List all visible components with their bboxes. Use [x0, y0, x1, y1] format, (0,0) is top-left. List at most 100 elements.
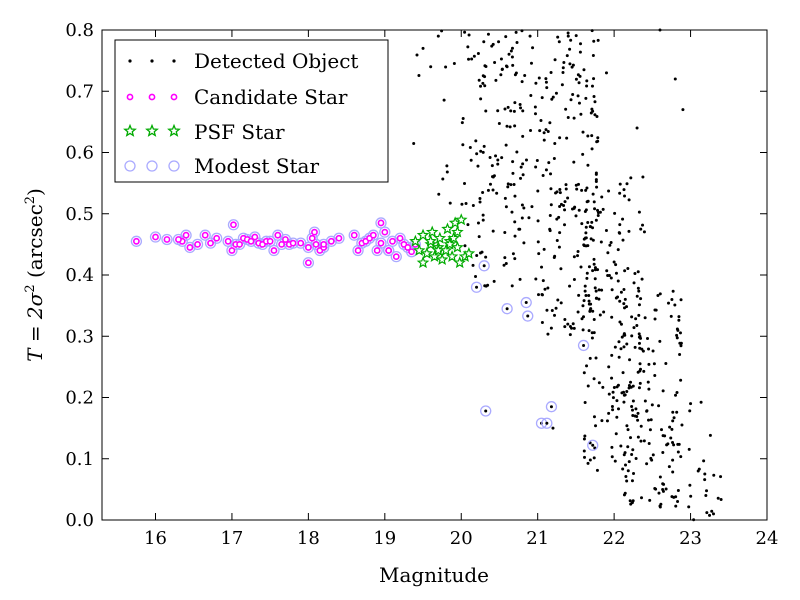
psf-star-point [462, 246, 476, 259]
detected-object-point [477, 78, 481, 82]
detected-object-point [597, 297, 601, 301]
detected-object-point [639, 439, 643, 443]
detected-object-point [638, 346, 642, 350]
x-axis-ticks: 16 17 18 19 20 21 22 23 24 [144, 30, 778, 549]
y-tick-label: 0.2 [65, 388, 94, 409]
detected-object-point [610, 376, 614, 380]
detected-object-point [598, 313, 602, 317]
candidate-star-point [392, 253, 400, 261]
detected-object-point [568, 333, 572, 337]
detected-object-point [610, 455, 614, 459]
detected-object-point [634, 456, 638, 460]
detected-object-point [553, 58, 557, 62]
detected-object-point [474, 274, 478, 278]
legend-marker-candidate-star [170, 93, 178, 101]
detected-object-point [533, 105, 537, 109]
detected-object-point [546, 129, 550, 133]
detected-object-point [544, 80, 548, 84]
detected-object-point [586, 384, 590, 388]
legend-item-detected-object: Detected Object [128, 49, 358, 73]
detected-object-point [519, 165, 523, 169]
detected-object-point [510, 46, 514, 50]
detected-object-point [547, 161, 551, 165]
detected-object-point [442, 98, 446, 102]
detected-object-point [597, 381, 601, 385]
candidate-star-point [207, 239, 214, 247]
psf-star-point [433, 231, 447, 244]
detected-object-point [503, 230, 507, 234]
detected-object-point [519, 106, 523, 110]
y-axis-label-main: T = 2σ [23, 291, 47, 362]
detected-object-point [540, 96, 544, 100]
detected-object-point [658, 292, 662, 296]
detected-object-point [616, 279, 620, 283]
y-axis-label: T = 2σ2 (arcsec2) [23, 188, 47, 362]
y-tick-label: 0.8 [65, 20, 94, 41]
detected-object-point [619, 322, 623, 326]
detected-object-point [636, 286, 640, 290]
detected-object-point [602, 310, 606, 314]
detected-object-point [513, 124, 517, 128]
detected-object-point [647, 418, 651, 422]
detected-object-point [670, 427, 674, 431]
legend-marker-psf-star [123, 123, 137, 137]
detected-object-point [639, 367, 643, 371]
detected-object-point [493, 61, 497, 65]
detected-object-point [515, 41, 519, 45]
detected-object-point [568, 47, 572, 51]
detected-object-point [641, 175, 645, 179]
detected-object-point [641, 349, 645, 353]
detected-object-point [576, 310, 580, 314]
detected-object-point [535, 158, 539, 162]
detected-object-point [559, 267, 563, 271]
detected-object-point [469, 158, 473, 162]
detected-object-point [513, 101, 517, 105]
candidate-star-point [320, 240, 328, 248]
modest-star-point [480, 405, 492, 417]
detected-object-point [518, 227, 522, 231]
detected-object-point [605, 419, 609, 423]
modest-star-point [325, 235, 337, 247]
detected-object-point [629, 176, 633, 180]
detected-object-point [677, 318, 681, 322]
detected-object-point [577, 101, 581, 105]
detected-object-point [550, 308, 554, 312]
detected-object-point [475, 254, 479, 258]
detected-object-point [676, 489, 680, 493]
detected-object-point [632, 281, 636, 285]
detected-object-point [471, 263, 475, 267]
detected-object-point [563, 318, 567, 322]
detected-object-point [584, 294, 588, 298]
detected-object-point [524, 158, 528, 162]
detected-object-point [627, 198, 631, 202]
detected-object-point [591, 54, 595, 58]
detected-object-point [490, 44, 494, 48]
detected-object-point [481, 150, 485, 154]
detected-object-point [552, 256, 556, 260]
candidate-star-point [186, 244, 194, 251]
detected-object-point [606, 251, 610, 255]
detected-object-point [612, 260, 616, 264]
detected-object-point [671, 410, 675, 414]
detected-object-point [549, 172, 553, 176]
detected-object-point [592, 94, 596, 98]
detected-object-point [657, 404, 661, 408]
detected-object-point [506, 105, 510, 109]
detected-object-point [594, 296, 598, 300]
detected-object-point [649, 418, 653, 422]
detected-object-point [534, 165, 538, 169]
modest-star-point [184, 241, 196, 254]
detected-object-point [586, 134, 590, 138]
detected-object-point [496, 109, 500, 113]
detected-object-point [681, 108, 685, 112]
detected-object-point [510, 55, 514, 59]
detected-object-point [643, 399, 647, 403]
detected-object-point [610, 405, 614, 409]
psf-star-point [435, 253, 449, 266]
detected-object-point [559, 301, 563, 305]
detected-object-point [716, 496, 720, 500]
detected-object-point [638, 381, 642, 385]
detected-object-point [463, 30, 467, 34]
detected-object-point [504, 262, 508, 266]
detected-object-point [610, 315, 614, 319]
